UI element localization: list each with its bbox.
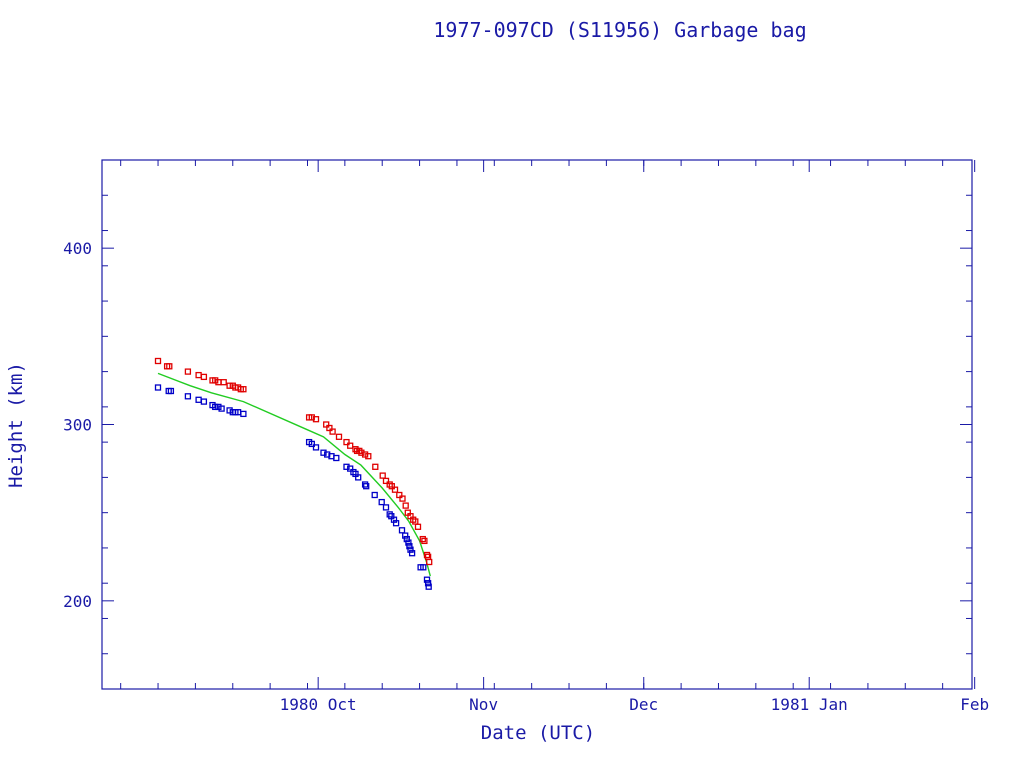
perigee-point <box>212 403 219 411</box>
apogee-point <box>352 446 359 453</box>
apogee-points <box>154 357 433 566</box>
mean-height-line <box>157 372 431 577</box>
perigee-point <box>312 444 320 451</box>
apogee-point <box>326 424 333 432</box>
perigee-point <box>361 481 369 488</box>
perigee-point <box>200 398 208 405</box>
chart-title: 1977-097CD (S11956) Garbage bag <box>433 18 806 42</box>
apogee-point <box>372 463 379 470</box>
perigee-point <box>324 451 331 458</box>
perigee-point <box>406 543 413 550</box>
y-tick-label: 300 <box>63 416 92 435</box>
apogee-point <box>396 491 403 499</box>
perigee-point <box>420 564 427 571</box>
apogee-point <box>379 472 386 479</box>
x-tick-label: 1980 Oct <box>280 695 357 714</box>
perigee-point <box>423 576 431 583</box>
apogee-point <box>166 363 173 370</box>
x-tick-label: 1981 Jan <box>771 695 848 714</box>
apogee-point <box>200 373 208 381</box>
perigee-point <box>425 583 432 590</box>
plot-border <box>101 159 973 690</box>
apogee-point <box>335 433 343 440</box>
perigee-point <box>386 511 393 518</box>
x-tick-label: Feb <box>960 695 989 714</box>
apogee-point <box>323 421 330 428</box>
perigee-point <box>355 474 362 481</box>
apogee-point <box>212 377 219 384</box>
apogee-point <box>329 428 336 435</box>
perigee-point <box>402 532 409 539</box>
perigee-point <box>424 580 432 587</box>
x-tick-label: Dec <box>629 695 658 714</box>
perigee-point <box>343 463 350 470</box>
perigee-point <box>363 483 370 490</box>
perigee-point <box>405 539 412 546</box>
apogee-point <box>419 535 426 543</box>
perigee-point <box>403 535 410 543</box>
y-axis-label: Height (km) <box>5 362 27 488</box>
apogee-point <box>195 371 202 379</box>
perigee-point <box>154 384 162 391</box>
x-tick-label: Nov <box>469 695 498 714</box>
apogee-point <box>402 502 409 509</box>
apogee-point <box>358 449 365 456</box>
axis-ticks <box>102 160 976 689</box>
apogee-point <box>215 379 222 386</box>
perigee-point <box>398 527 406 534</box>
apogee-point <box>308 414 315 421</box>
perigee-point <box>382 504 390 511</box>
plot-frame <box>101 159 973 690</box>
perigee-point <box>320 449 327 456</box>
apogee-point <box>361 451 369 458</box>
perigee-point <box>378 498 385 506</box>
apogee-point <box>154 357 162 365</box>
perigee-point <box>371 491 378 499</box>
perigee-point <box>167 387 175 395</box>
perigee-point <box>347 465 354 472</box>
perigee-point <box>195 396 202 403</box>
perigee-point <box>218 405 225 412</box>
apogee-point <box>399 495 406 502</box>
perigee-point <box>408 550 416 557</box>
apogee-point <box>240 386 247 393</box>
y-tick-label: 200 <box>63 592 92 611</box>
apogee-point <box>421 537 428 545</box>
apogee-point <box>220 379 227 386</box>
apogee-point <box>426 558 433 566</box>
apogee-point <box>388 483 395 490</box>
x-axis-label: Date (UTC) <box>481 722 595 744</box>
apogee-point <box>184 368 192 375</box>
apogee-point <box>343 438 350 446</box>
perigee-point <box>392 520 400 527</box>
perigee-point <box>226 407 233 414</box>
y-tick-label: 400 <box>63 239 92 258</box>
apogee-point <box>365 453 372 460</box>
perigee-point <box>308 440 315 448</box>
apogee-point <box>347 442 354 449</box>
apogee-point <box>226 382 233 389</box>
apogee-point <box>414 523 422 530</box>
perigee-point <box>333 454 340 462</box>
perigee-point <box>184 393 192 400</box>
perigee-points <box>154 384 432 590</box>
perigee-point <box>215 403 222 411</box>
apogee-point <box>312 416 320 423</box>
perigee-point <box>407 546 414 553</box>
apogee-point <box>391 486 399 493</box>
apogee-point <box>423 551 431 559</box>
apogee-point <box>382 477 390 485</box>
tick-labels: 1980 Oct Nov Dec 1981 Jan Feb 200 300 400 <box>63 239 989 714</box>
perigee-point <box>240 410 247 418</box>
